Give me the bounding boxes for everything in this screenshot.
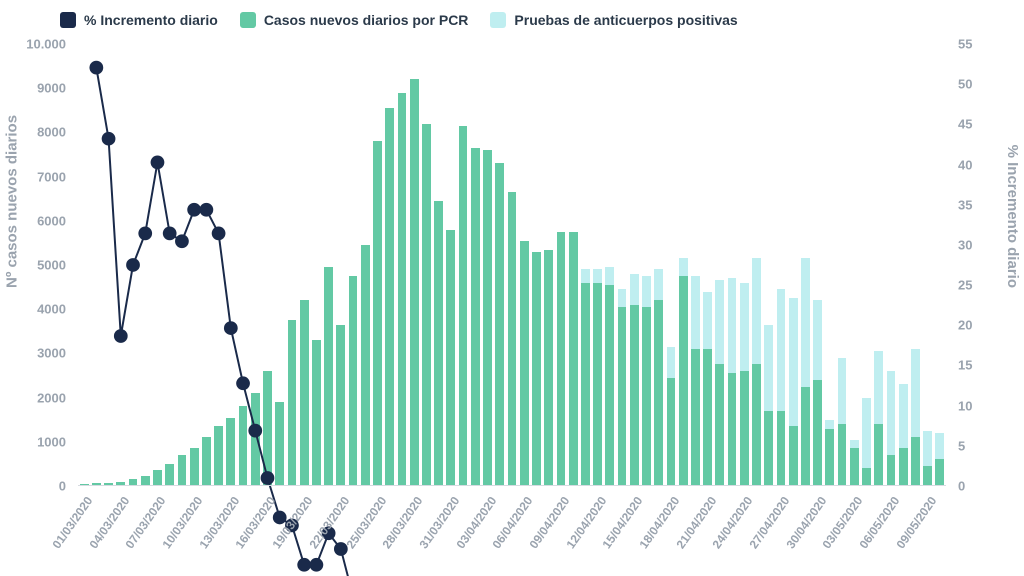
pct-increase-marker — [163, 227, 177, 241]
y-right-tick: 0 — [952, 479, 1024, 494]
y-left-tick: 1000 — [0, 434, 72, 449]
legend-swatch — [240, 12, 256, 28]
y-left-tick: 7000 — [0, 169, 72, 184]
pct-increase-marker — [102, 132, 116, 146]
y-right-tick: 15 — [952, 358, 1024, 373]
pct-increase-marker — [89, 61, 103, 75]
pct-increase-marker — [175, 234, 189, 248]
y-right-tick: 50 — [952, 77, 1024, 92]
legend-label: % Incremento diario — [84, 12, 218, 28]
y-right-tick: 5 — [952, 438, 1024, 453]
pct-increase-marker — [199, 203, 213, 217]
legend-label: Casos nuevos diarios por PCR — [264, 12, 469, 28]
y-left-tick: 9000 — [0, 81, 72, 96]
legend: % Incremento diario Casos nuevos diarios… — [60, 8, 1004, 32]
y-right-tick: 20 — [952, 318, 1024, 333]
pct-increase-marker — [248, 424, 262, 438]
y-right-tick: 10 — [952, 398, 1024, 413]
y-right-tick: 35 — [952, 197, 1024, 212]
chart-root: % Incremento diario Casos nuevos diarios… — [0, 0, 1024, 576]
legend-item-pcr-cases: Casos nuevos diarios por PCR — [240, 12, 469, 28]
pct-increase-marker — [236, 376, 250, 390]
y-left-tick: 10.000 — [0, 37, 72, 52]
pct-increase-marker — [138, 227, 152, 241]
pct-increase-marker — [187, 203, 201, 217]
y-left-tick: 6000 — [0, 213, 72, 228]
pct-increase-marker — [114, 329, 128, 343]
y-left-ticks: 010002000300040005000600070008000900010.… — [0, 44, 72, 486]
pct-increase-marker — [212, 227, 226, 241]
y-right-tick: 25 — [952, 278, 1024, 293]
y-right-tick: 40 — [952, 157, 1024, 172]
y-left-tick: 2000 — [0, 390, 72, 405]
y-left-tick: 0 — [0, 479, 72, 494]
x-ticks: 01/03/202004/03/202007/03/202010/03/2020… — [78, 490, 946, 576]
legend-item-pct-increase: % Incremento diario — [60, 12, 218, 28]
legend-item-antibody-pos: Pruebas de anticuerpos positivas — [490, 12, 737, 28]
pct-increase-marker — [151, 155, 165, 169]
legend-swatch — [60, 12, 76, 28]
y-left-tick: 3000 — [0, 346, 72, 361]
pct-increase-marker — [261, 471, 275, 485]
y-left-tick: 5000 — [0, 258, 72, 273]
y-right-tick: 45 — [952, 117, 1024, 132]
y-right-tick: 55 — [952, 37, 1024, 52]
legend-swatch — [490, 12, 506, 28]
pct-increase-marker — [224, 321, 238, 335]
pct-increase-marker — [126, 258, 140, 272]
y-right-ticks: 0510152025303540455055 — [952, 44, 1024, 486]
x-axis-baseline — [78, 485, 946, 486]
legend-label: Pruebas de anticuerpos positivas — [514, 12, 737, 28]
y-right-tick: 30 — [952, 237, 1024, 252]
plot-area — [78, 44, 946, 486]
y-left-tick: 4000 — [0, 302, 72, 317]
y-left-tick: 8000 — [0, 125, 72, 140]
